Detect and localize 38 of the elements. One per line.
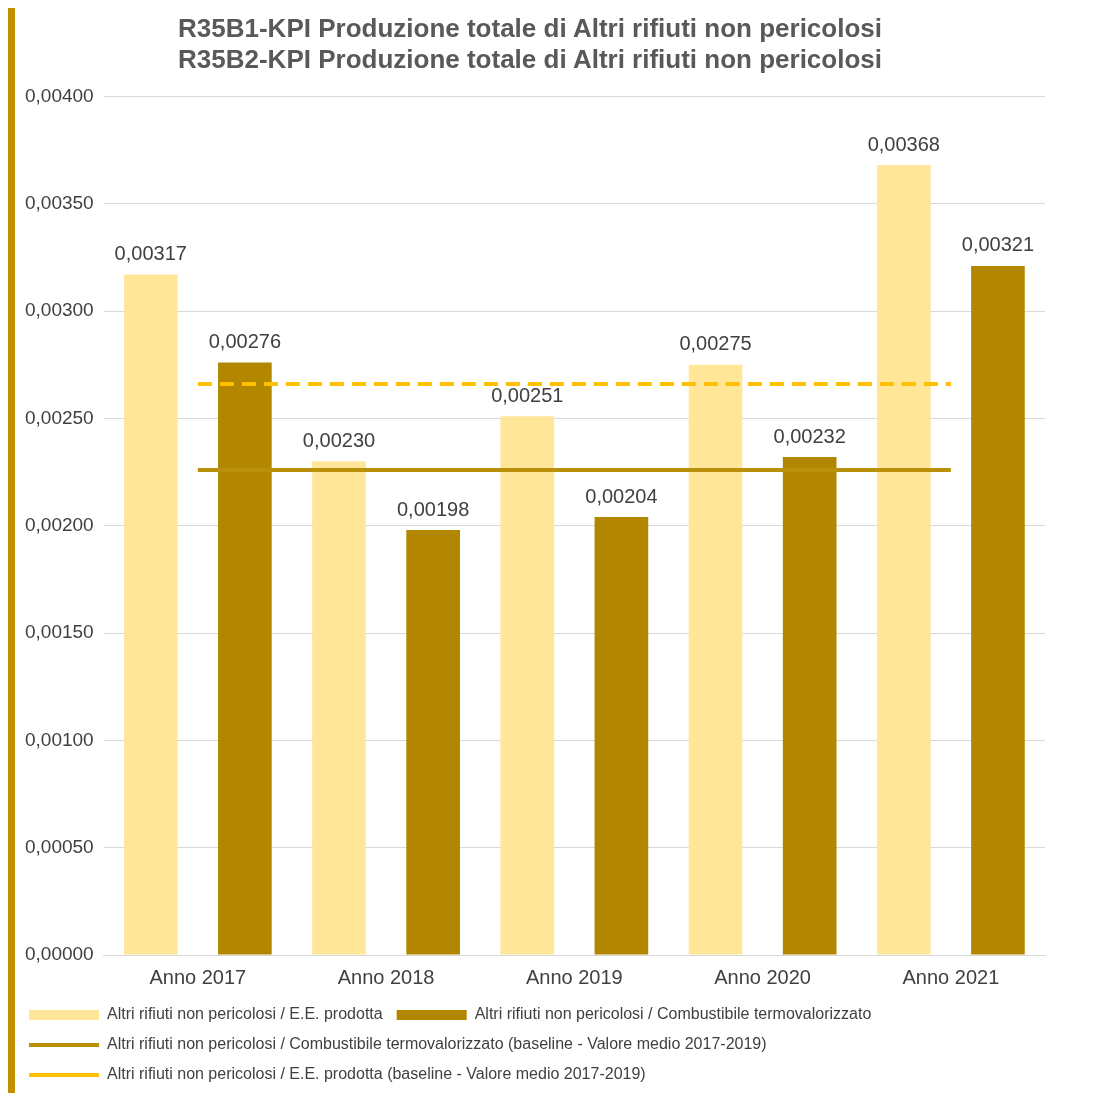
x-tick-label: Anno 2017 [149, 965, 247, 988]
y-tick-label: 0,00050 [24, 835, 94, 857]
y-tick-label: 0,00000 [24, 943, 94, 965]
data-label: 0,00368 [867, 132, 940, 155]
y-tick-label: 0,00150 [24, 621, 94, 643]
legend-label: Altri rifiuti non pericolosi / Combustibile termovalorizzato (baseline - Valore medio 2017-2019) [107, 1035, 767, 1053]
data-label: 0,00232 [773, 424, 846, 447]
legend-label: Altri rifiuti non pericolosi / E.E. prodotta (baseline - Valore medio 2017-2019) [107, 1065, 646, 1083]
y-tick-label: 0,00350 [24, 191, 94, 213]
chart-title: R35B1-KPI Produzione totale di Altri rifiuti non pericolosi [178, 12, 882, 43]
y-tick-label: 0,00200 [24, 513, 94, 535]
bar [876, 165, 931, 955]
bar [594, 517, 649, 955]
y-tick-label: 0,00400 [24, 84, 94, 106]
bar [312, 461, 366, 955]
bar [500, 416, 555, 955]
bar [406, 529, 460, 955]
y-tick-label: 0,00100 [24, 728, 94, 750]
y-tick-label: 0,00250 [24, 406, 94, 428]
x-tick-label: Anno 2021 [902, 965, 1000, 988]
data-label: 0,00230 [302, 428, 376, 451]
data-label: 0,00321 [961, 233, 1035, 256]
x-tick-label: Anno 2020 [714, 965, 811, 988]
chart-subtitle: R35B2-KPI Produzione totale di Altri rifiuti non pericolosi [178, 43, 882, 74]
data-label: 0,00317 [114, 242, 187, 265]
x-tick-label: Anno 2018 [337, 965, 435, 988]
legend-label: Altri rifiuti non pericolosi / Combustibile termovalorizzato [474, 1005, 872, 1023]
bar [123, 274, 178, 955]
data-label: 0,00276 [208, 330, 282, 353]
y-tick-label: 0,00300 [24, 299, 94, 321]
bar [688, 364, 743, 955]
legend-label: Altri rifiuti non pericolosi / E.E. prodotta [107, 1005, 383, 1023]
data-label: 0,00275 [679, 332, 752, 355]
data-label: 0,00204 [585, 484, 658, 507]
data-label: 0,00198 [396, 497, 470, 520]
x-tick-label: Anno 2019 [525, 965, 623, 988]
data-label: 0,00251 [491, 383, 564, 406]
bar [971, 265, 1025, 955]
